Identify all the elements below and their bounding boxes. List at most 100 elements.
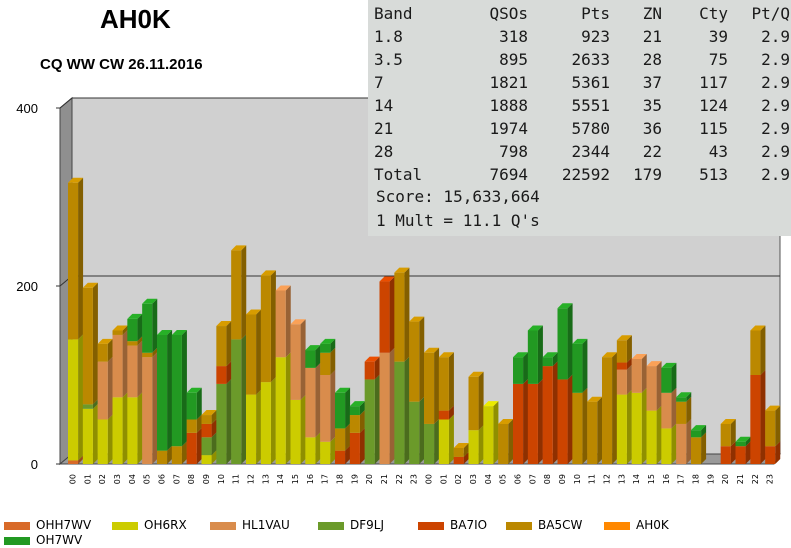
table-cell: 35	[642, 96, 662, 115]
bar-segment	[527, 325, 543, 384]
bar-segment	[676, 392, 692, 402]
table-cell: 124	[699, 96, 728, 115]
x-tick-label: 03	[113, 474, 122, 484]
bar-segment	[246, 309, 262, 395]
table-cell: 39	[708, 27, 728, 46]
header-zn: ZN	[642, 4, 662, 23]
x-tick-label: 22	[395, 474, 404, 484]
x-tick-label: 06	[158, 474, 167, 484]
legend-swatch	[506, 521, 532, 530]
bar-segment	[216, 378, 232, 464]
bar-segment	[750, 370, 766, 464]
bar-segment	[765, 405, 781, 447]
bar-segment	[720, 441, 736, 464]
x-tick-label: 01	[83, 474, 92, 484]
bar-segment	[127, 340, 143, 398]
x-tick-label: 18	[336, 474, 345, 484]
score-summary-photo: Band QSOs Pts ZN Cty Pt/Q 1.8 318 923 21 39 2…	[368, 0, 791, 236]
legend-swatch	[604, 521, 630, 530]
bar-segment	[616, 364, 632, 395]
bar-segment	[335, 445, 351, 464]
bar-segment	[453, 451, 469, 464]
band-summary-table: Band QSOs Pts ZN Cty Pt/Q 1.8 318 923 21 39 2…	[374, 2, 790, 186]
table-cell: 14	[374, 96, 394, 115]
table-cell: 2344	[571, 142, 610, 161]
bar-segment	[676, 396, 692, 424]
bar-segment	[542, 352, 558, 367]
bar-segment	[290, 319, 306, 400]
x-tick-label: 22	[751, 474, 760, 484]
bar-segment	[394, 267, 410, 362]
bar-segment	[97, 338, 113, 362]
table-cell: 43	[708, 142, 728, 161]
bar-segment	[305, 432, 321, 464]
table-cell: 37	[642, 73, 662, 92]
bar-segment	[246, 389, 262, 464]
bar-segment	[186, 414, 202, 433]
bar-segment	[231, 245, 247, 340]
bar-segment	[112, 392, 128, 464]
table-cell: 7	[374, 73, 384, 92]
legend: OHH7WV OH6RX HL1VAU DF9LJ BA7IO BA5CW AH0K OH7W…	[0, 514, 791, 547]
x-tick-label: 21	[380, 474, 389, 484]
x-tick-label: 06	[514, 474, 523, 484]
x-tick-label: 07	[528, 474, 537, 484]
bar-segment	[320, 338, 336, 353]
x-tick-label: 14	[276, 474, 285, 484]
chart-title: AH0K	[100, 4, 171, 34]
bar-segment	[260, 377, 276, 464]
x-tick-label: 20	[721, 474, 730, 484]
bar-segment	[349, 401, 365, 416]
bar-segment	[735, 436, 751, 447]
bars	[68, 177, 781, 464]
bar-segment	[216, 361, 232, 384]
bar-segment	[171, 329, 187, 447]
x-tick-label: 17	[321, 474, 330, 484]
table-cell: 2.9	[761, 119, 790, 138]
bar-segment	[142, 298, 158, 353]
x-tick-label: 00	[425, 474, 434, 484]
bar-segment	[68, 334, 84, 461]
legend-label: HL1VAU	[242, 518, 290, 532]
header-band: Band	[374, 4, 413, 23]
x-tick-label: 19	[350, 474, 359, 484]
y-tick-label: 400	[16, 101, 38, 116]
bar-segment	[616, 357, 632, 370]
bar-segment	[646, 361, 662, 411]
legend-item: OHH7WV	[4, 518, 91, 533]
table-row: 7 1821 5361 37 117 2.9	[374, 71, 790, 94]
bar-segment	[68, 177, 84, 340]
bar-segment	[82, 282, 98, 405]
bar-segment	[498, 418, 514, 464]
bar-segment	[646, 405, 662, 464]
table-cell: 3.5	[374, 50, 403, 69]
table-cell: 117	[699, 73, 728, 92]
bar-segment	[379, 347, 395, 464]
table-cell: 22	[642, 142, 662, 161]
table-total-row: Total 7694 22592 179 513 2.9	[374, 163, 790, 186]
x-tick-label: 04	[484, 474, 493, 484]
table-cell: 22592	[561, 165, 610, 184]
x-tick-label: 05	[143, 474, 152, 484]
legend-item: BA7IO	[418, 518, 487, 533]
bar-segment	[468, 371, 484, 431]
bar-segment	[735, 441, 751, 464]
bar-segment	[364, 356, 380, 380]
table-cell: 115	[699, 119, 728, 138]
bar-segment	[142, 352, 158, 464]
table-cell: 923	[581, 27, 610, 46]
x-tick-label: 11	[232, 474, 241, 484]
legend-item: BA5CW	[506, 518, 582, 533]
legend-swatch	[4, 521, 30, 530]
bar-segment	[542, 361, 558, 464]
bar-segment	[379, 276, 395, 353]
y-tick-label: 0	[31, 457, 38, 472]
x-tick-label: 13	[261, 474, 270, 484]
x-tick-label: 17	[677, 474, 686, 484]
bar-segment	[468, 425, 484, 464]
bar-segment	[424, 347, 440, 424]
bar-segment	[572, 387, 588, 464]
bar-segment	[157, 445, 173, 464]
bar-segment	[97, 414, 113, 464]
table-cell: 1888	[489, 96, 528, 115]
